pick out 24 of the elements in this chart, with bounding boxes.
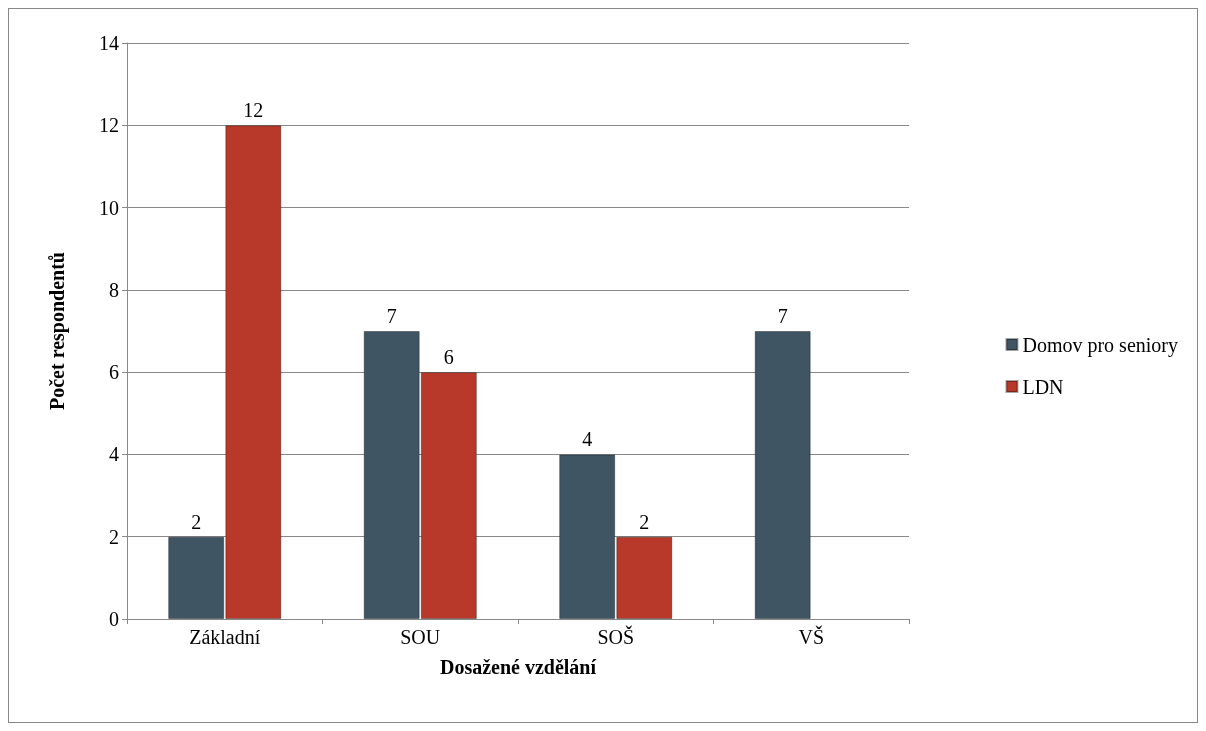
data-label: 2: [191, 510, 202, 533]
x-axis-title: Dosažené vzdělání: [439, 656, 597, 678]
y-tick-label: 14: [99, 32, 119, 54]
data-label: 6: [443, 346, 454, 369]
y-tick-label: 10: [99, 196, 119, 219]
y-tick-label: 8: [109, 278, 119, 301]
data-label: 2: [639, 510, 650, 533]
data-label: 4: [582, 428, 593, 451]
y-tick-label: 0: [109, 608, 119, 630]
y-tick-label: 6: [109, 361, 119, 384]
data-label: 7: [386, 305, 397, 327]
x-tick-label: Základní: [189, 626, 261, 648]
y-axis-title: Počet respondentů: [46, 252, 69, 410]
x-tick-label: SOŠ: [597, 625, 635, 648]
legend-label: LDN: [1022, 375, 1064, 398]
y-tick-label: 2: [109, 525, 119, 548]
legend-label: Domov pro seniory: [1022, 333, 1179, 357]
y-tick-label: 12: [99, 114, 119, 137]
x-tick-label: VŠ: [798, 625, 825, 648]
x-tick-label: SOU: [400, 626, 441, 648]
y-tick-label: 4: [109, 443, 119, 466]
data-label: 7: [777, 305, 788, 327]
bar: [754, 331, 811, 619]
data-label: 12: [243, 99, 264, 122]
